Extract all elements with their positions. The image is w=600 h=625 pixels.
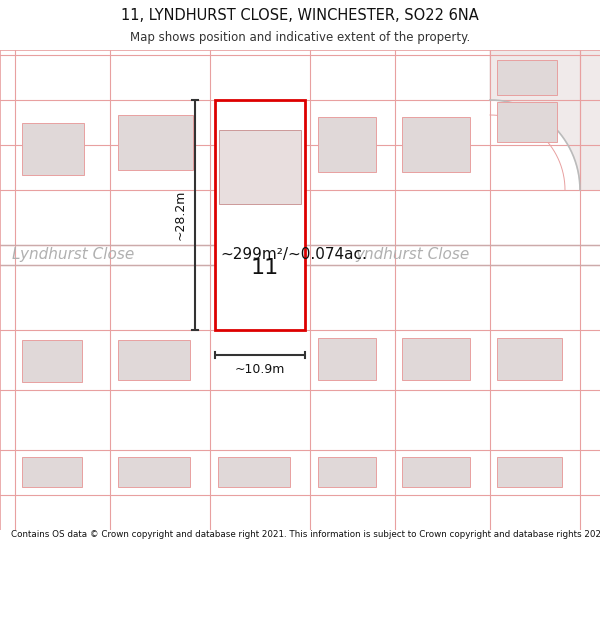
Bar xyxy=(215,100,305,330)
Text: 11: 11 xyxy=(251,258,279,278)
Bar xyxy=(402,457,470,487)
Text: ~28.2m: ~28.2m xyxy=(174,190,187,240)
Bar xyxy=(402,117,470,172)
Text: ~299m²/~0.074ac.: ~299m²/~0.074ac. xyxy=(220,248,367,262)
Text: Map shows position and indicative extent of the property.: Map shows position and indicative extent… xyxy=(130,31,470,44)
Bar xyxy=(497,60,557,95)
Bar xyxy=(497,457,562,487)
Bar xyxy=(497,338,562,380)
Bar xyxy=(118,457,190,487)
Bar xyxy=(497,102,557,142)
Bar xyxy=(402,338,470,380)
Text: Lyndhurst Close: Lyndhurst Close xyxy=(12,248,134,262)
Bar xyxy=(318,338,376,380)
Bar xyxy=(118,340,190,380)
Bar xyxy=(218,457,290,487)
Text: ~10.9m: ~10.9m xyxy=(235,363,285,376)
Text: yndhurst Close: yndhurst Close xyxy=(355,248,469,262)
Polygon shape xyxy=(490,50,600,190)
Text: Contains OS data © Crown copyright and database right 2021. This information is : Contains OS data © Crown copyright and d… xyxy=(11,530,600,539)
Bar xyxy=(22,340,82,382)
Bar xyxy=(118,115,193,170)
Text: 11, LYNDHURST CLOSE, WINCHESTER, SO22 6NA: 11, LYNDHURST CLOSE, WINCHESTER, SO22 6N… xyxy=(121,8,479,22)
Bar xyxy=(22,457,82,487)
Bar xyxy=(219,130,301,204)
Bar xyxy=(22,123,84,175)
Bar xyxy=(218,115,290,175)
Bar xyxy=(318,457,376,487)
Bar xyxy=(318,117,376,172)
